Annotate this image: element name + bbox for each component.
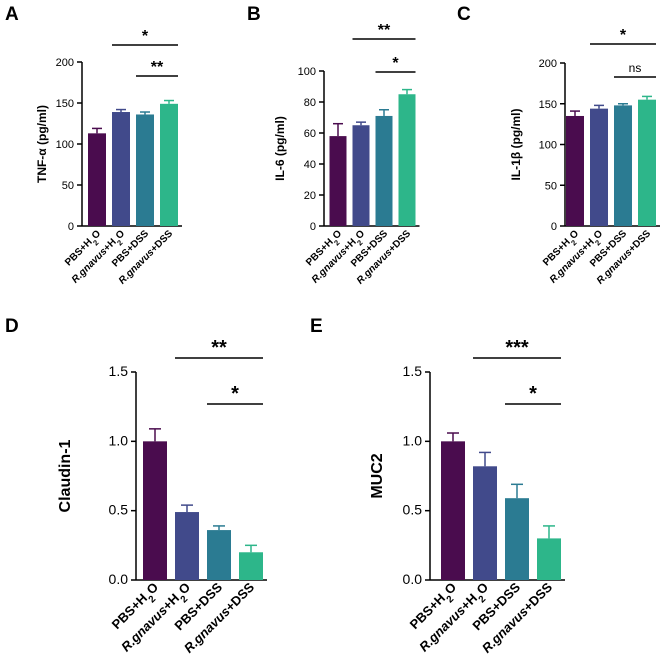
y-tick-label: 20 — [304, 190, 316, 202]
significance-label: ** — [378, 22, 391, 39]
panel-label: C — [457, 4, 471, 25]
panel-e: E0.00.51.01.5MUC2PBS+H2OR.gnavus+H2OPBS+… — [310, 316, 565, 658]
y-tick-label: 0.5 — [403, 502, 423, 518]
significance-label: * — [620, 27, 627, 44]
y-tick-label: 200 — [56, 57, 74, 69]
bar — [239, 552, 263, 580]
significance-label: *** — [505, 337, 529, 359]
bar — [329, 136, 347, 226]
y-tick-label: 0 — [68, 221, 74, 233]
bar — [638, 99, 656, 226]
bar — [375, 115, 393, 226]
panel-label: D — [5, 316, 19, 337]
y-tick-label: 0 — [310, 221, 316, 233]
significance-label: ns — [629, 61, 642, 75]
y-tick-label: 0.0 — [109, 571, 129, 587]
significance-label: * — [392, 55, 399, 72]
panel-label: B — [247, 4, 261, 25]
panel-label: A — [5, 4, 19, 25]
significance-label: ** — [151, 59, 164, 76]
y-axis-label: IL-1β (pg/ml) — [509, 109, 523, 181]
y-tick-label: 0.5 — [109, 502, 129, 518]
y-tick-label: 1.0 — [109, 432, 129, 448]
y-tick-label: 150 — [539, 99, 557, 111]
bar — [136, 114, 154, 226]
y-tick-label: 1.5 — [109, 363, 129, 379]
significance-label: * — [142, 28, 149, 45]
y-tick-label: 80 — [304, 97, 316, 109]
bar — [352, 125, 370, 226]
bar — [175, 512, 199, 580]
bar — [473, 466, 497, 580]
panel-label: E — [310, 316, 323, 337]
bar — [566, 115, 584, 226]
significance-label: * — [529, 383, 537, 405]
y-tick-label: 150 — [56, 98, 74, 110]
y-axis-label: IL-6 (pg/ml) — [273, 116, 287, 181]
y-tick-label: 50 — [62, 180, 74, 192]
bar — [207, 530, 231, 580]
significance-label: ** — [211, 337, 227, 359]
y-tick-label: 40 — [304, 159, 316, 171]
bar — [88, 133, 106, 226]
y-tick-label: 100 — [298, 66, 316, 78]
y-tick-label: 0 — [551, 221, 557, 233]
y-tick-label: 50 — [545, 180, 557, 192]
bar — [614, 105, 632, 226]
bar — [537, 538, 561, 580]
bar — [160, 103, 178, 226]
y-tick-label: 60 — [304, 128, 316, 140]
y-axis-label: MUC2 — [369, 453, 386, 498]
y-tick-label: 100 — [56, 139, 74, 151]
bar — [143, 441, 167, 580]
y-tick-label: 1.0 — [403, 432, 423, 448]
bar — [112, 112, 130, 226]
y-tick-label: 0.0 — [403, 571, 423, 587]
y-axis-label: Claudin-1 — [57, 439, 74, 512]
y-axis-label: TNF-α (pg/ml) — [35, 105, 49, 183]
y-tick-label: 100 — [539, 140, 557, 152]
y-tick-label: 200 — [539, 58, 557, 70]
significance-label: * — [231, 383, 239, 405]
bar — [505, 498, 529, 580]
bar — [590, 108, 608, 226]
bar — [441, 441, 465, 580]
y-tick-label: 1.5 — [403, 363, 423, 379]
bar — [398, 94, 416, 226]
panel-d: D0.00.51.01.5Claudin-1PBS+H2OR.gnavus+H2… — [5, 316, 267, 658]
